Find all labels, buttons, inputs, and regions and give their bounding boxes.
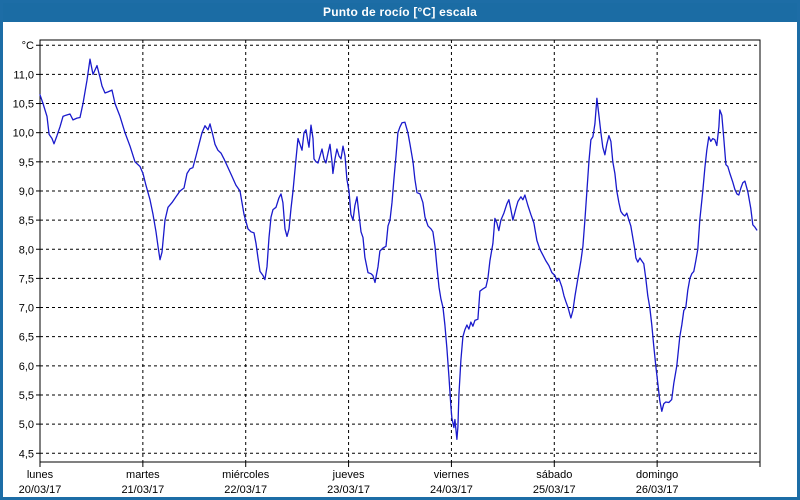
x-day-label: jueves (332, 469, 365, 481)
x-date-label: 25/03/17 (533, 484, 576, 496)
x-date-label: 23/03/17 (327, 484, 370, 496)
y-tick-label: 7,5 (19, 273, 34, 285)
y-tick-label: 10,0 (13, 128, 34, 140)
y-tick-label: 7,0 (19, 303, 34, 315)
dewpoint-series-line (39, 58, 758, 440)
y-tick-label: 11,0 (13, 69, 34, 81)
x-date-label: 24/03/17 (430, 484, 473, 496)
x-day-label: martes (126, 469, 160, 481)
y-tick-label: 8,0 (19, 244, 34, 256)
plot-border (39, 39, 761, 463)
y-tick-label: 9,5 (19, 157, 34, 169)
y-tick-label: 9,0 (19, 186, 34, 198)
x-date-label: 20/03/17 (19, 484, 62, 496)
x-date-label: 26/03/17 (636, 484, 679, 496)
y-tick-label: 5,0 (19, 419, 34, 431)
y-tick-label: 5,5 (19, 390, 34, 402)
x-day-label: domingo (636, 469, 678, 481)
y-tick-label: 6,0 (19, 361, 34, 373)
y-axis-unit-label: °C (22, 40, 34, 52)
x-day-label: lunes (27, 469, 54, 481)
dewpoint-chart: 11,0 10,5 10,0 9,5 9,0 8,5 8,0 7,5 7,0 6,5 6,0 5,5 5… (13, 39, 761, 496)
x-day-label: viernes (434, 469, 470, 481)
window-title: Punto de rocío [°C] escala (3, 3, 797, 22)
chart-area: 11,0 10,5 10,0 9,5 9,0 8,5 8,0 7,5 7,0 6,5 6,0 5,5 5… (3, 22, 797, 497)
x-day-label: sábado (536, 469, 572, 481)
x-date-label: 21/03/17 (121, 484, 164, 496)
y-tick-label: 10,5 (13, 99, 34, 111)
y-tick-label: 8,5 (19, 215, 34, 227)
y-tick-label: 6,5 (19, 332, 34, 344)
y-tick-label: 4,5 (19, 448, 34, 460)
x-day-label: miércoles (222, 469, 270, 481)
x-date-label: 22/03/17 (224, 484, 267, 496)
